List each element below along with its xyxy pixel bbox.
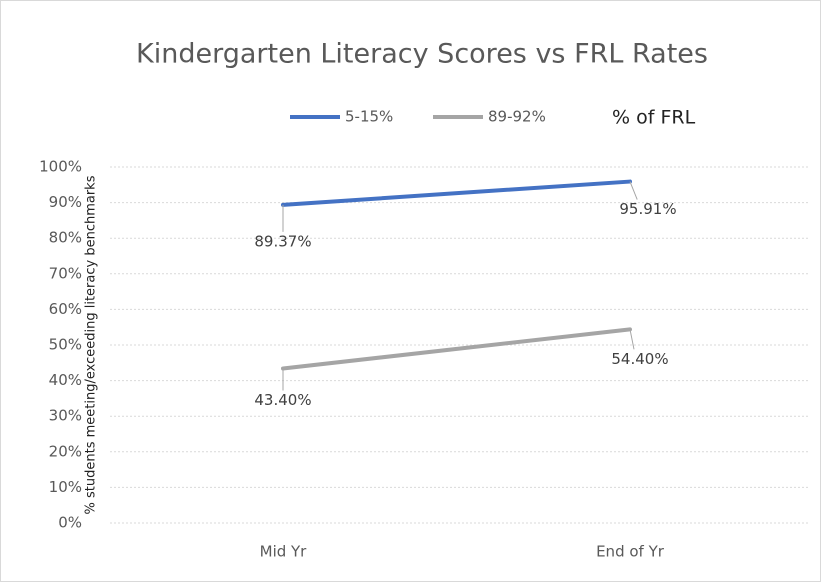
legend-label: 89-92% xyxy=(488,108,546,126)
y-tick-label: 70% xyxy=(49,264,82,282)
legend-label: 5-15% xyxy=(345,108,393,126)
y-tick-label: 30% xyxy=(49,407,82,425)
series-line xyxy=(281,179,632,207)
data-label: 95.91% xyxy=(619,200,676,218)
chart-title: Kindergarten Literacy Scores vs FRL Rate… xyxy=(136,39,708,70)
y-tick-label: 0% xyxy=(58,514,82,532)
y-tick-label: 50% xyxy=(49,336,82,354)
x-tick-label: Mid Yr xyxy=(260,543,308,561)
legend-annotation: % of FRL xyxy=(612,107,696,129)
series-line xyxy=(281,327,632,371)
y-tick-label: 100% xyxy=(39,158,82,176)
data-label: 54.40% xyxy=(611,350,668,368)
y-tick-label: 60% xyxy=(49,300,82,318)
x-tick-label: End of Yr xyxy=(596,543,665,561)
leader-line xyxy=(629,181,638,200)
y-tick-label: 20% xyxy=(49,442,82,460)
y-axis-label: % students meeting/exceeding literacy be… xyxy=(84,175,99,514)
data-label: 89.37% xyxy=(254,232,311,250)
y-tick-label: 80% xyxy=(49,229,82,247)
y-tick-label: 40% xyxy=(49,371,82,389)
y-tick-label: 10% xyxy=(49,478,82,496)
data-label: 43.40% xyxy=(254,391,311,409)
y-tick-label: 90% xyxy=(49,193,82,211)
leader-line xyxy=(629,329,635,350)
